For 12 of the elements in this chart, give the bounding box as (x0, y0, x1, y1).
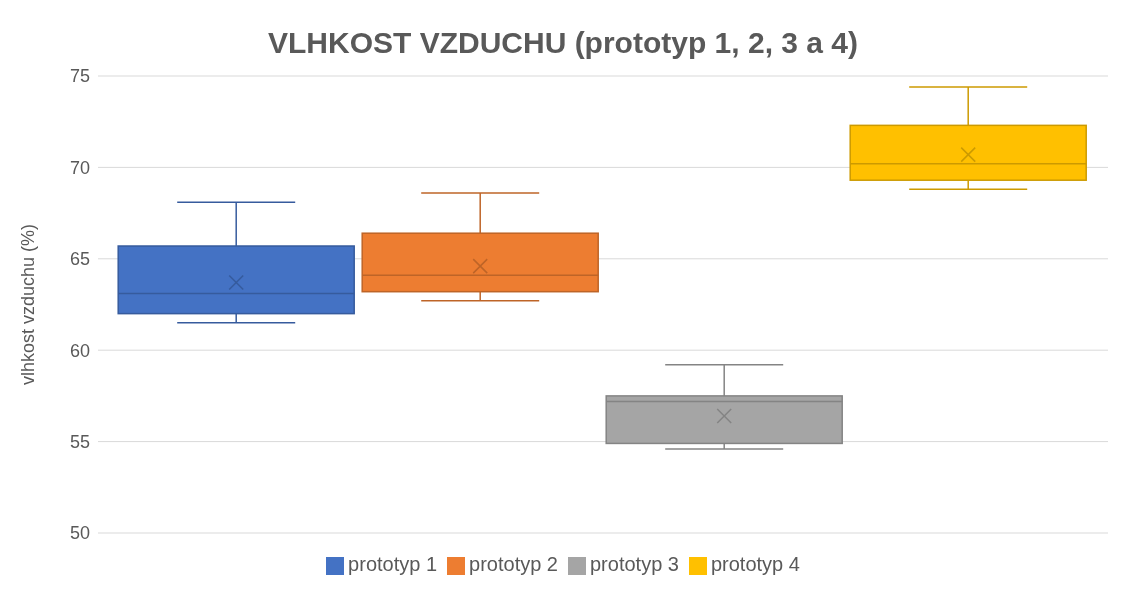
y-axis-title: vlhkost vzduchu (%) (18, 223, 39, 386)
y-tick-label: 75 (69, 66, 90, 87)
legend-label: prototyp 1 (348, 553, 438, 575)
y-tick-label: 60 (69, 340, 90, 361)
y-tick-label: 55 (69, 431, 90, 452)
y-tick-label: 70 (69, 157, 90, 178)
chart-title: VLHKOST VZDUCHU (prototyp 1, 2, 3 a 4) (266, 25, 860, 61)
y-tick-label: 65 (69, 249, 90, 270)
y-tick-label: 50 (69, 523, 90, 544)
legend-label: prototyp 3 (590, 553, 679, 575)
legend-label: prototyp 4 (710, 553, 800, 575)
legend-label: prototyp 2 (469, 553, 558, 575)
